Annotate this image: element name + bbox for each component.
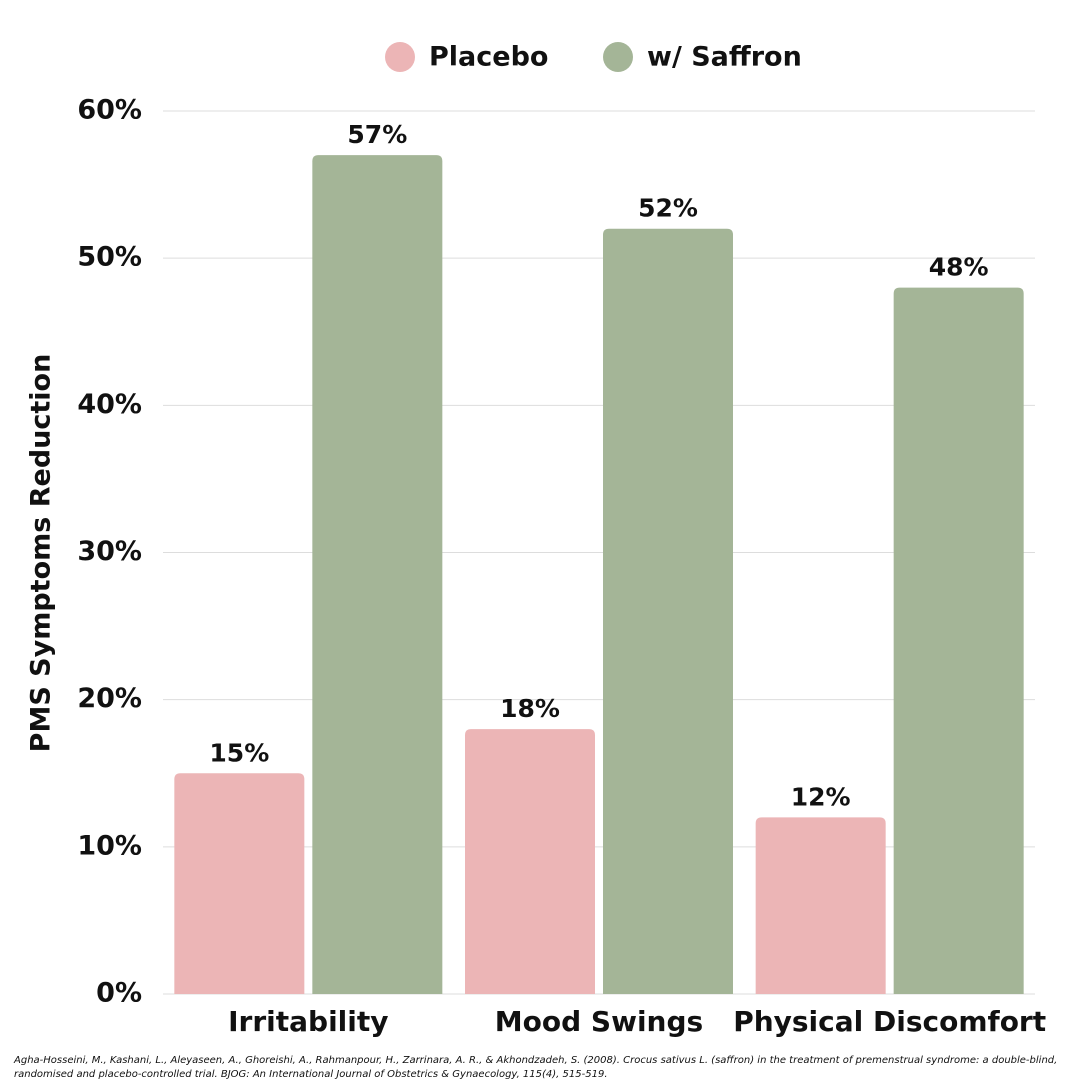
y-tick-label: 20% bbox=[77, 683, 142, 714]
legend-swatch bbox=[385, 42, 415, 72]
bar bbox=[465, 729, 595, 994]
y-tick-label: 30% bbox=[77, 536, 142, 567]
y-tick-label: 0% bbox=[96, 978, 142, 1009]
bar bbox=[603, 228, 733, 994]
value-label: 57% bbox=[347, 120, 407, 149]
y-tick-label: 60% bbox=[77, 95, 142, 126]
y-axis-title: PMS Symptoms Reduction bbox=[26, 354, 57, 753]
y-tick-label: 10% bbox=[77, 830, 142, 861]
legend-label: w/ Saffron bbox=[647, 42, 802, 73]
legend-label: Placebo bbox=[429, 42, 548, 73]
value-label: 12% bbox=[791, 782, 851, 811]
y-tick-label: 40% bbox=[77, 389, 142, 420]
source-line: Agha-Hosseini, M., Kashani, L., Aleyasee… bbox=[13, 1055, 1057, 1066]
x-tick-label: Mood Swings bbox=[495, 1005, 703, 1038]
x-tick-label: Physical Discomfort bbox=[733, 1005, 1046, 1038]
bar bbox=[174, 773, 305, 994]
bar bbox=[755, 817, 886, 994]
bar bbox=[312, 155, 443, 994]
source-line: randomised and placebo-controlled trial.… bbox=[14, 1069, 608, 1080]
value-label: 48% bbox=[929, 253, 989, 282]
x-tick-label: Irritability bbox=[228, 1005, 388, 1038]
value-label: 18% bbox=[500, 694, 560, 723]
bar bbox=[893, 287, 1024, 995]
value-label: 15% bbox=[209, 738, 269, 767]
value-label: 52% bbox=[638, 194, 698, 223]
legend-swatch bbox=[603, 42, 633, 72]
y-tick-label: 50% bbox=[77, 242, 142, 273]
